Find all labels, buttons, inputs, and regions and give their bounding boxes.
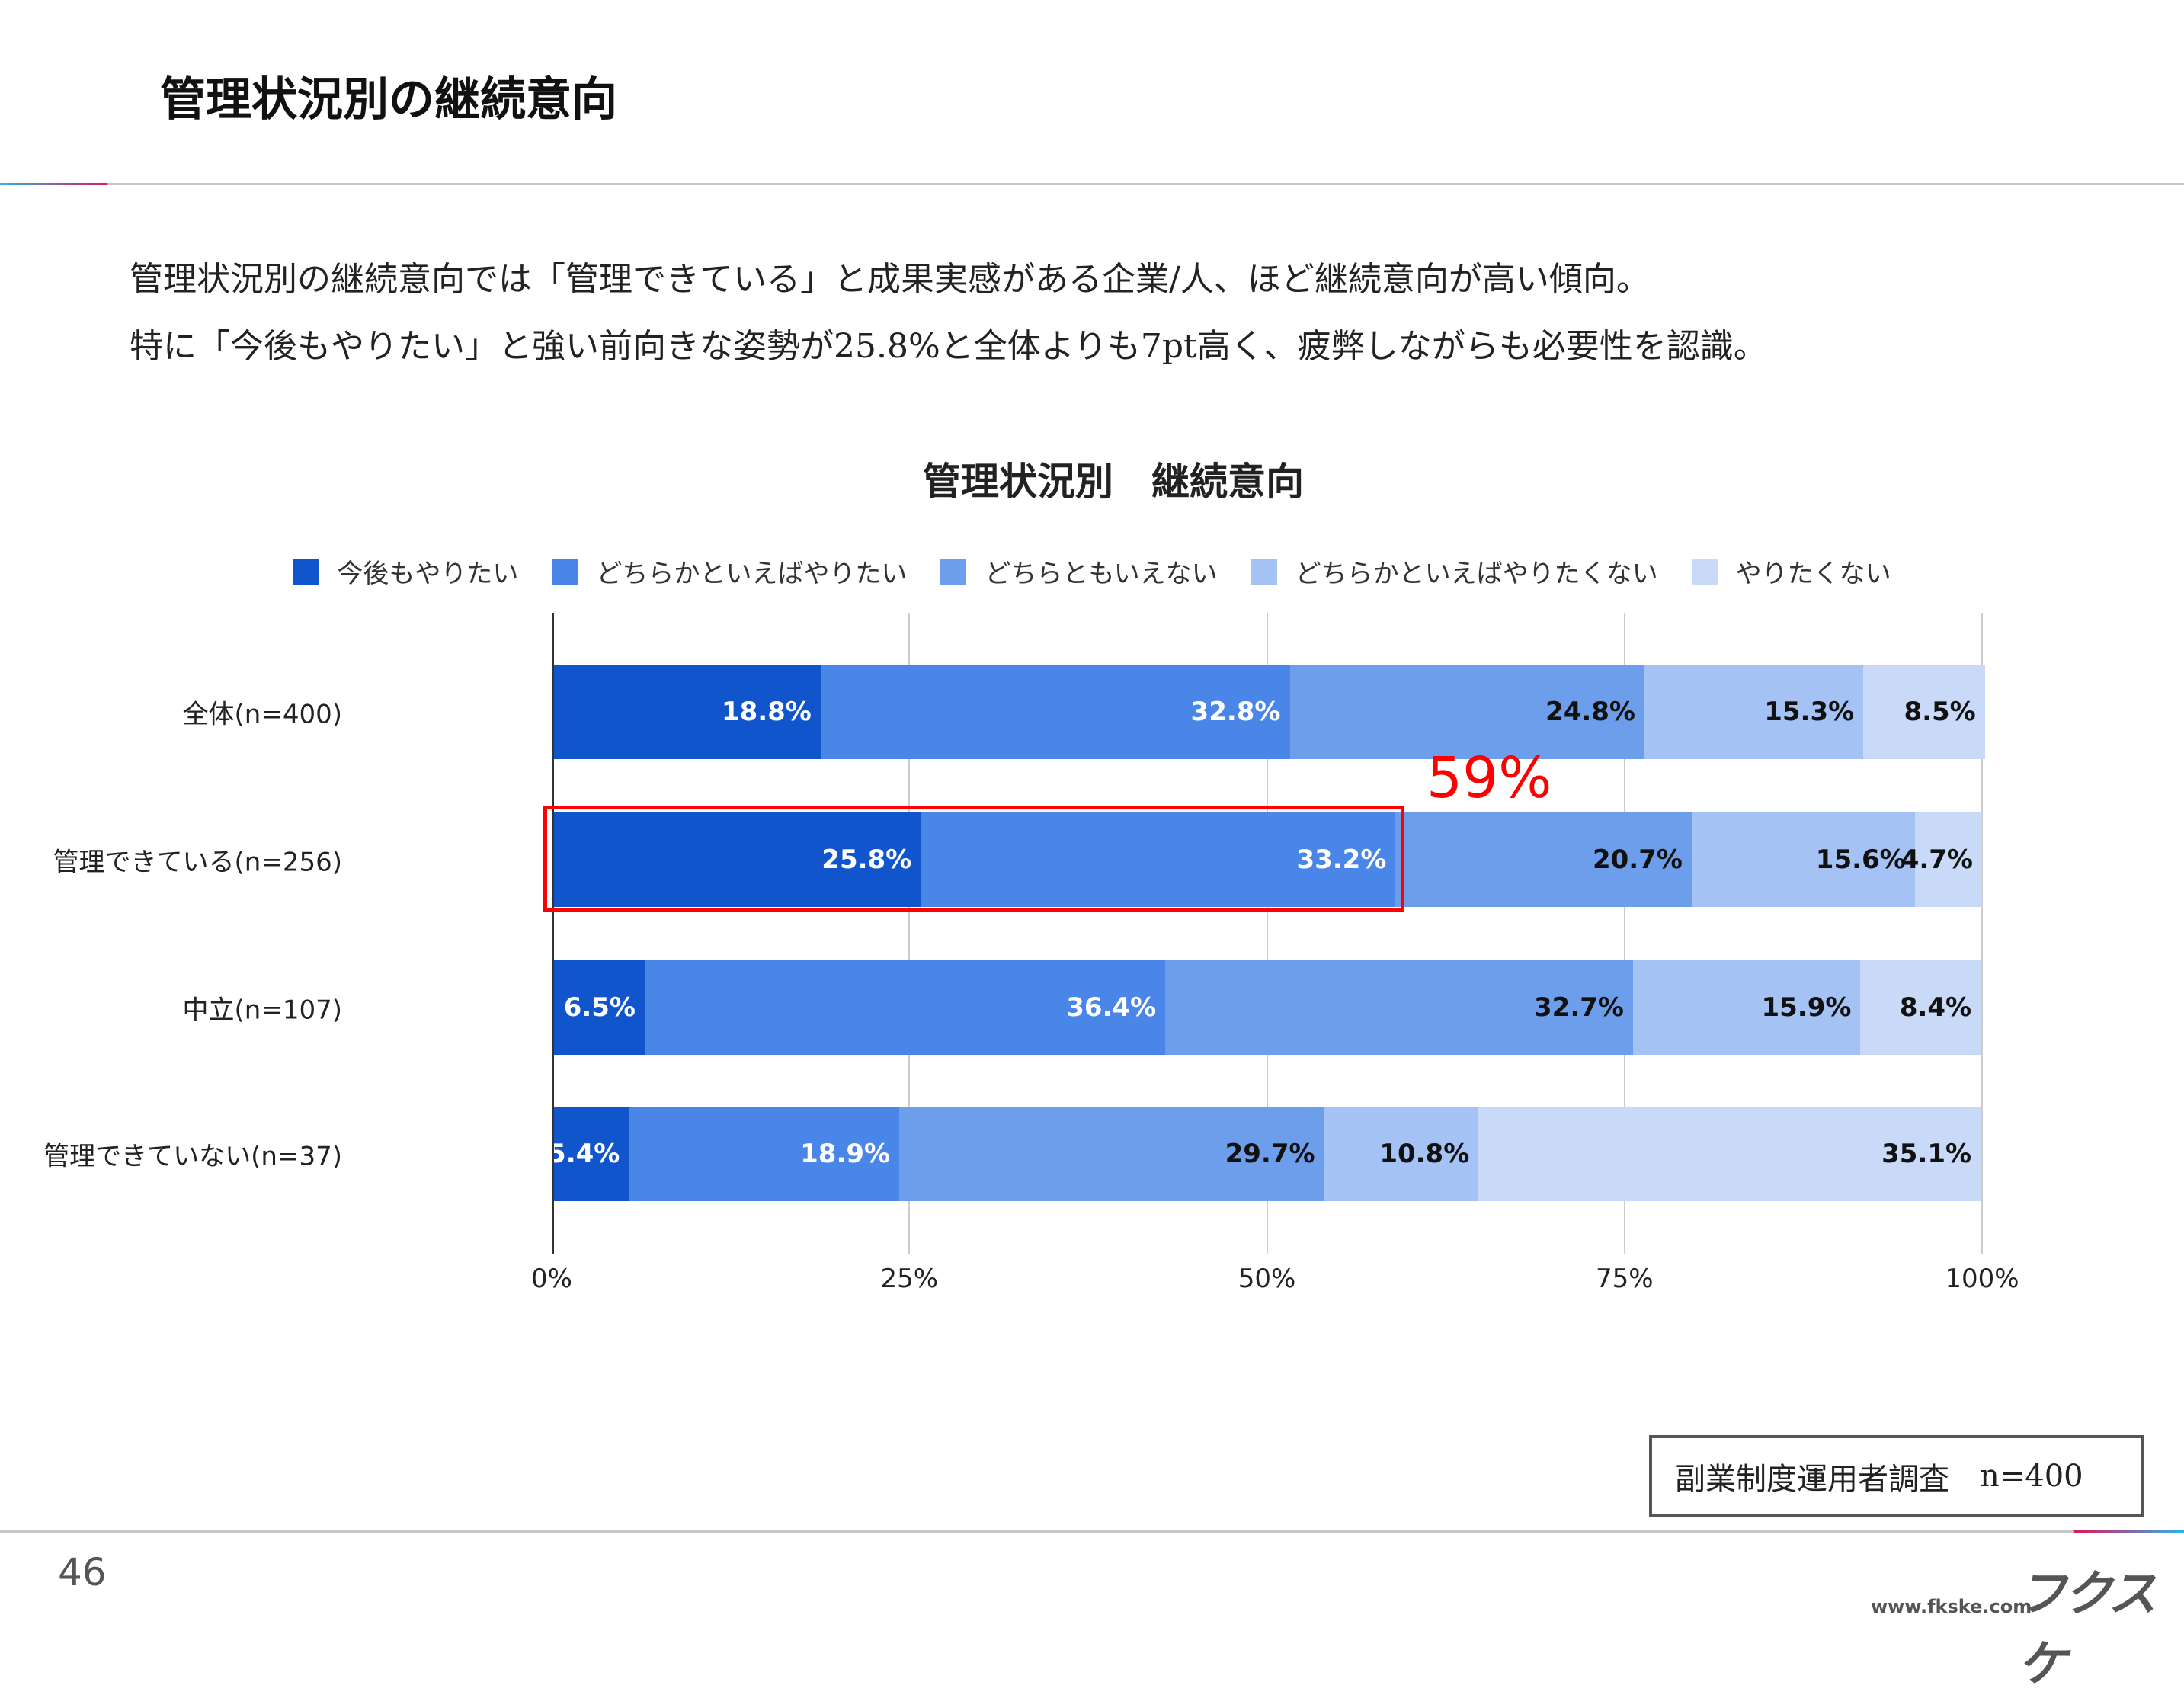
x-tick-label: 0% (531, 1264, 572, 1294)
category-label: 全体(n=400) (182, 699, 342, 730)
data-label: 8.5% (1904, 697, 1976, 727)
highlight-box (543, 806, 1404, 912)
gridline (908, 613, 911, 1254)
bar-segment: 15.6% (1691, 812, 1915, 907)
bar-segment: 5.4% (548, 1107, 629, 1201)
legend-item: どちらかといえばやりたくない (1251, 553, 1658, 590)
highlight-annotation: 59% (1427, 745, 1552, 811)
bar-row: 6.5% 36.4% 32.7% 15.9% 8.4% (552, 960, 1982, 1055)
bar-segment: 35.1% (1478, 1107, 1981, 1201)
page-title: 管理状況別の継続意向 (160, 73, 617, 127)
data-label: 25.8% (821, 844, 912, 875)
bar-segment: 4.7% (1901, 812, 1982, 907)
x-tick-label: 50% (1238, 1264, 1296, 1294)
chart-legend: 今後もやりたい どちらかといえばやりたい どちらともいえない どちらかといえばやりたく… (0, 553, 2184, 590)
data-label: 8.4% (1899, 992, 1972, 1023)
bar-segment: 36.4% (645, 960, 1166, 1055)
bar-segment: 15.3% (1644, 665, 1864, 759)
data-label: 6.5% (563, 992, 636, 1023)
bar-segment: 25.8% (552, 812, 921, 907)
legend-swatch (293, 558, 319, 585)
legend-item: どちらともいえない (940, 553, 1218, 590)
bar-segment: 15.9% (1633, 960, 1861, 1055)
legend-item: どちらかといえばやりたい (552, 553, 907, 590)
legend-swatch (1691, 558, 1718, 585)
data-label: 33.2% (1296, 844, 1387, 875)
source-sample-size: n=400 (1980, 1459, 2083, 1494)
bar-segment: 18.8% (552, 665, 821, 759)
data-label: 32.7% (1534, 992, 1624, 1023)
legend-label: 今後もやりたい (337, 559, 519, 589)
legend-label: どちらかといえばやりたくない (1295, 559, 1658, 589)
gridline (1266, 613, 1268, 1254)
summary-line-2: 特に「今後もやりたい」と強い前向きな姿勢が25.8%と全体よりも7pt高く、疲弊… (130, 327, 1767, 366)
data-label: 35.1% (1881, 1139, 1972, 1169)
bar-segment: 10.8% (1324, 1107, 1479, 1201)
legend-swatch (552, 558, 578, 585)
category-label: 管理できている(n=256) (53, 847, 342, 878)
legend-label: どちらかといえばやりたい (596, 559, 908, 589)
bar-segment: 6.5% (552, 960, 645, 1055)
x-tick-label: 100% (1945, 1264, 2019, 1294)
legend-item: 今後もやりたい (293, 553, 518, 590)
header-divider (0, 183, 2184, 185)
summary-line-1: 管理状況別の継続意向では「管理できている」と成果実感がある企業/人、ほど継続意向… (130, 260, 1650, 299)
bar-segment: 18.9% (629, 1107, 900, 1201)
data-label: 10.8% (1379, 1139, 1470, 1169)
page-number: 46 (58, 1550, 107, 1594)
bar-segment: 29.7% (899, 1107, 1324, 1201)
gridline (1981, 613, 1983, 1254)
data-label: 5.4% (548, 1139, 620, 1169)
footer-divider (0, 1530, 2184, 1533)
data-label: 36.4% (1066, 992, 1157, 1023)
x-tick-label: 75% (1595, 1264, 1654, 1294)
bar-segment: 32.8% (820, 665, 1290, 759)
bar-row: 5.4% 18.9% 29.7% 10.8% 35.1% (548, 1107, 1982, 1201)
bar-segment: 20.7% (1395, 812, 1692, 907)
source-box: 副業制度運用者調査 n=400 (1649, 1435, 2144, 1517)
data-label: 15.6% (1815, 844, 1906, 875)
bar-segment: 8.4% (1860, 960, 1981, 1055)
legend-item: やりたくない (1691, 553, 1891, 590)
y-axis-line (552, 613, 554, 1254)
company-logo: フクスケ (2018, 1566, 2157, 1693)
bar-segment: 32.7% (1165, 960, 1633, 1055)
data-label: 18.8% (721, 697, 812, 727)
chart-plot-area: 18.8% 32.8% 24.8% 15.3% 8.5% 全体(n=400) 25.8% 33… (43, 613, 1985, 1254)
source-label: 副業制度運用者調査 (1675, 1462, 1949, 1497)
chart-title-text: 管理状況別 継続意向 (923, 459, 1304, 504)
legend-label: やりたくない (1735, 559, 1891, 589)
data-label: 24.8% (1545, 697, 1636, 727)
data-label: 29.7% (1225, 1139, 1315, 1169)
legend-swatch (940, 558, 967, 585)
bar-segment: 8.5% (1863, 665, 1985, 759)
bar-row: 25.8% 33.2% 20.7% 15.6% 4.7% (552, 812, 1982, 907)
data-label: 4.7% (1901, 844, 1973, 875)
legend-swatch (1251, 558, 1277, 585)
data-label: 32.8% (1190, 697, 1281, 727)
data-label: 15.3% (1764, 697, 1855, 727)
x-tick-label: 25% (880, 1264, 939, 1294)
bar-row: 18.8% 32.8% 24.8% 15.3% 8.5% (552, 665, 1985, 759)
legend-label: どちらともいえない (985, 559, 1218, 589)
category-label: 中立(n=107) (182, 995, 342, 1026)
category-label: 管理できていない(n=37) (43, 1141, 342, 1172)
bar-segment: 24.8% (1289, 665, 1645, 759)
chart-title: 管理状況別 継続意向 (0, 451, 2184, 506)
data-label: 18.9% (800, 1139, 891, 1169)
bar-segment: 33.2% (921, 812, 1396, 907)
company-url: www.fkske.com (1871, 1596, 2032, 1617)
data-label: 15.9% (1761, 992, 1852, 1023)
gridline (1623, 613, 1625, 1254)
data-label: 20.7% (1592, 844, 1683, 875)
